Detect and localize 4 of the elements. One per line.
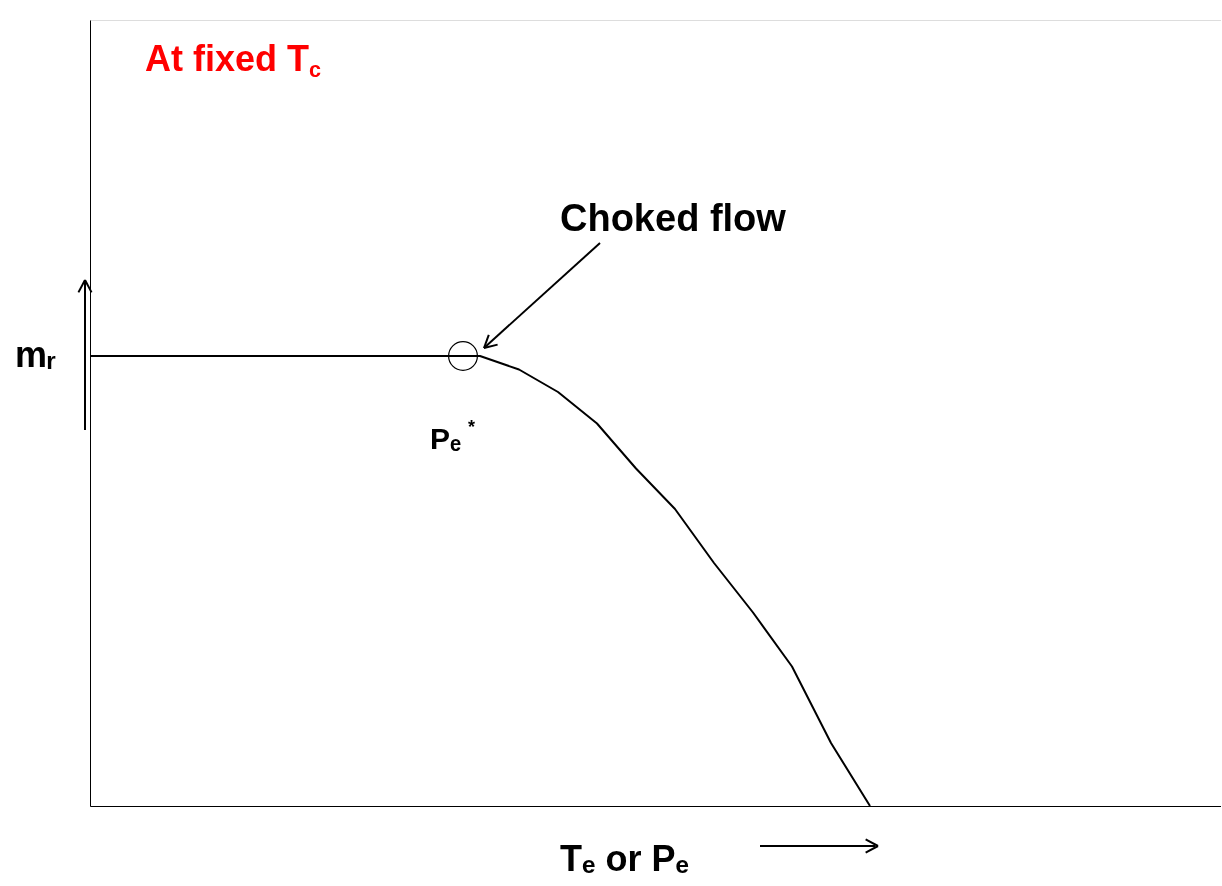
x-axis-title: Tₑ or Pₑ	[560, 838, 690, 879]
annotation: Pₑ*	[430, 417, 476, 455]
text: Choked flow	[560, 197, 787, 239]
y-axis-title: mᵣ	[15, 334, 57, 375]
